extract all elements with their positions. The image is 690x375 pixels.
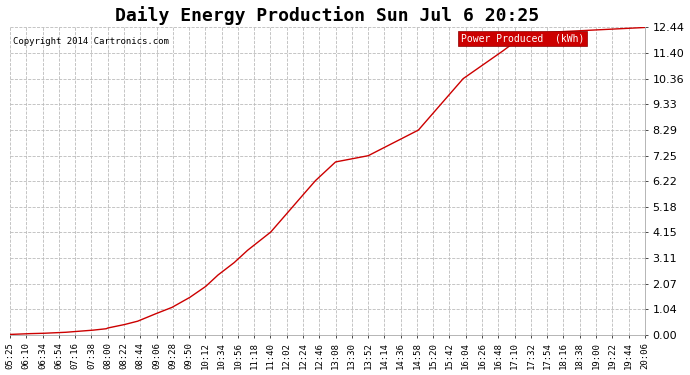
Text: Power Produced  (kWh): Power Produced (kWh)	[461, 34, 584, 44]
Title: Daily Energy Production Sun Jul 6 20:25: Daily Energy Production Sun Jul 6 20:25	[115, 6, 540, 24]
Text: Copyright 2014 Cartronics.com: Copyright 2014 Cartronics.com	[13, 37, 169, 46]
